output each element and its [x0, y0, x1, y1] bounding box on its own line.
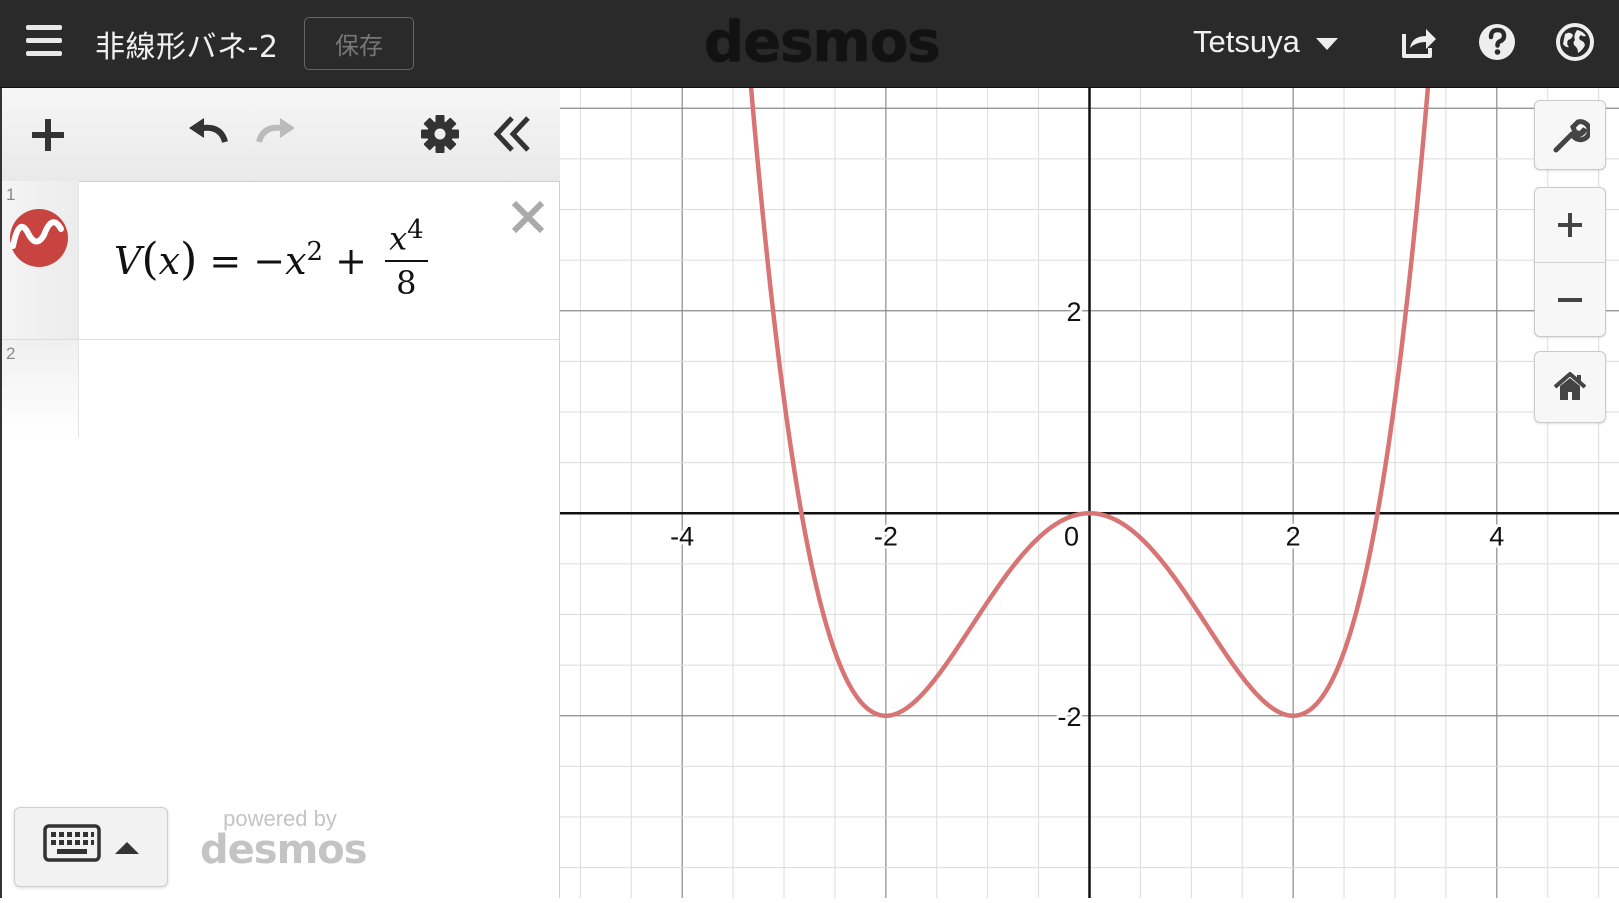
- expression-index: 2: [6, 344, 16, 363]
- y-tick-label: 2: [1066, 297, 1081, 327]
- function-curve: [741, 0, 1438, 718]
- graph-title[interactable]: 非線形バネ-2: [95, 30, 279, 65]
- plus-icon: [1558, 213, 1582, 237]
- user-name: Tetsuya: [1193, 24, 1300, 59]
- top-bar: 非線形バネ-2 保存 desmos Tetsuya: [0, 0, 1619, 88]
- x-tick-label: 2: [1286, 521, 1301, 551]
- globe-icon[interactable]: [1555, 22, 1595, 62]
- undo-icon[interactable]: [185, 112, 229, 156]
- fraction: x4 8: [385, 215, 428, 302]
- chevron-down-icon: [1315, 38, 1338, 50]
- collapse-panel-icon[interactable]: [492, 112, 536, 156]
- x-tick-label: -2: [874, 521, 898, 551]
- graph-canvas[interactable]: -4 -2 0 2 4 2 -2: [560, 0, 1619, 898]
- share-icon[interactable]: [1398, 22, 1438, 62]
- delete-expression-icon[interactable]: [510, 199, 546, 235]
- user-menu[interactable]: Tetsuya: [1193, 24, 1338, 60]
- wrench-icon: [1553, 119, 1590, 153]
- save-button[interactable]: 保存: [304, 17, 414, 70]
- add-expression-icon[interactable]: [26, 113, 70, 157]
- minus-icon: [1558, 298, 1582, 302]
- settings-gear-icon[interactable]: [418, 112, 462, 156]
- x-tick-label: 4: [1489, 521, 1504, 551]
- expression-index: 1: [6, 185, 16, 204]
- x-tick-label: 0: [1064, 521, 1079, 551]
- expression-panel: 1 V(x) = −x2 + x4 8 2: [0, 88, 560, 898]
- help-icon[interactable]: [1477, 22, 1517, 62]
- expression-formula[interactable]: V(x) = −x2 + x4 8: [114, 215, 428, 308]
- zoom-in-button[interactable]: [1535, 188, 1605, 263]
- graph-toggle-icon[interactable]: [9, 208, 69, 268]
- graph-paper[interactable]: -4 -2 0 2 4 2 -2: [560, 0, 1619, 898]
- zoom-out-button[interactable]: [1535, 263, 1605, 337]
- graph-settings-button[interactable]: [1534, 100, 1606, 170]
- expression-row-empty[interactable]: 2: [2, 340, 560, 438]
- desmos-logo: desmos: [704, 10, 941, 75]
- x-tick-label: -4: [670, 521, 694, 551]
- redo-icon[interactable]: [255, 112, 299, 156]
- powered-by-desmos: powered by desmos: [200, 806, 368, 873]
- keyboard-toggle-button[interactable]: [14, 807, 168, 887]
- expression-row[interactable]: 1 V(x) = −x2 + x4 8: [2, 181, 560, 340]
- expression-toolbar: [2, 88, 560, 182]
- y-tick-label: -2: [1057, 702, 1081, 732]
- zoom-controls: [1534, 187, 1606, 337]
- home-icon: [1553, 372, 1587, 400]
- hamburger-menu-icon[interactable]: [26, 22, 64, 60]
- default-viewport-button[interactable]: [1534, 351, 1606, 423]
- keyboard-icon: [43, 824, 139, 862]
